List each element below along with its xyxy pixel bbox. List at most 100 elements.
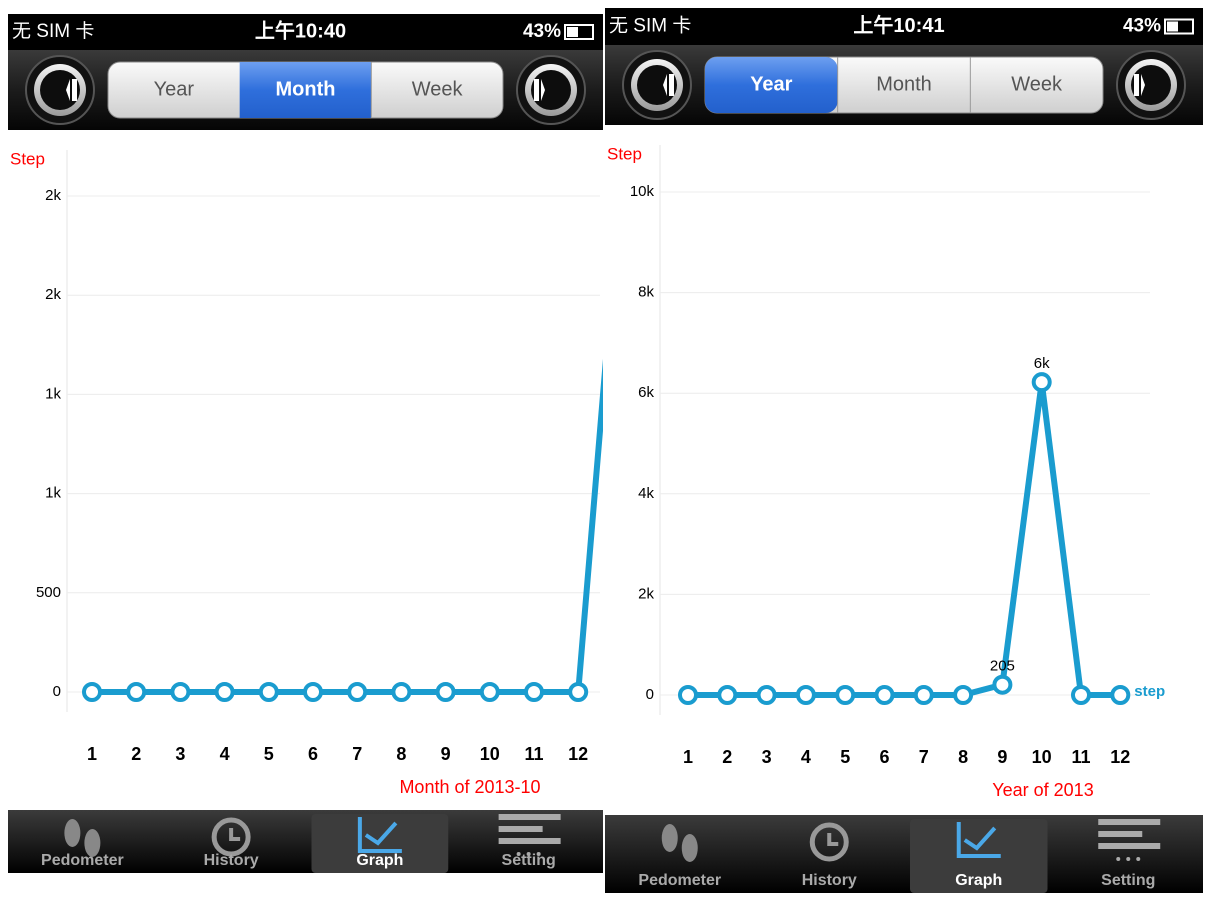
data-point <box>955 687 971 703</box>
data-label: 205 <box>990 658 1015 675</box>
x-tick-label: 10 <box>480 744 500 764</box>
tab-label: History <box>802 872 857 889</box>
x-tick-label: 7 <box>919 747 929 767</box>
carrier: 无 SIM 卡 <box>609 15 691 37</box>
y-tick-label: 2k <box>638 585 654 602</box>
x-tick-label: 8 <box>958 747 968 767</box>
x-tick-label: 2 <box>722 747 732 767</box>
button-bar <box>72 79 77 101</box>
x-tick-label: 9 <box>441 744 451 764</box>
tab-label: Setting <box>1101 872 1155 889</box>
carrier: 无 SIM 卡 <box>12 20 94 42</box>
next-button[interactable] <box>1117 51 1185 119</box>
previous-button[interactable] <box>623 51 691 119</box>
x-tick-label: 6 <box>879 747 889 767</box>
content-area <box>8 130 603 810</box>
tab-icon <box>64 819 80 847</box>
x-tick-label: 1 <box>87 744 97 764</box>
battery-percent: 43% <box>523 21 561 42</box>
tab-item[interactable]: Graph <box>910 819 1048 893</box>
segment-button[interactable]: Year <box>750 73 792 95</box>
data-point <box>877 687 893 703</box>
tab-label: Pedometer <box>638 872 721 889</box>
tab-icon <box>499 826 543 832</box>
data-point <box>916 687 932 703</box>
y-tick-label: 8k <box>638 284 654 301</box>
y-tick-label: 4k <box>638 485 654 502</box>
legend-entry: step <box>1134 683 1165 700</box>
data-point <box>172 684 188 700</box>
tab-icon <box>1126 857 1130 861</box>
x-axis-title: Year of 2013 <box>992 780 1093 800</box>
data-point <box>994 677 1010 693</box>
data-point <box>798 687 814 703</box>
segment-button[interactable]: Week <box>1011 73 1063 95</box>
x-tick-label: 9 <box>997 747 1007 767</box>
x-tick-label: 6 <box>308 744 318 764</box>
x-tick-label: 12 <box>1110 747 1130 767</box>
x-axis-title: Month of 2013-10 <box>399 777 540 797</box>
data-point <box>570 684 586 700</box>
tab-label: Graph <box>955 872 1002 889</box>
segment-button[interactable]: Week <box>412 78 464 100</box>
tab-icon <box>1098 819 1160 825</box>
button-bar <box>669 74 674 96</box>
data-point <box>719 687 735 703</box>
x-tick-label: 8 <box>396 744 406 764</box>
tab-icon <box>1116 857 1120 861</box>
content-area <box>605 125 1203 815</box>
x-tick-label: 11 <box>1071 747 1090 767</box>
data-point <box>1073 687 1089 703</box>
data-point <box>482 684 498 700</box>
data-point <box>261 684 277 700</box>
x-tick-label: 5 <box>264 744 274 764</box>
data-label: 6k <box>1034 355 1050 372</box>
x-tick-label: 7 <box>352 744 362 764</box>
tab-label: History <box>204 852 259 869</box>
x-tick-label: 1 <box>683 747 693 767</box>
y-tick-label: 2k <box>45 187 61 204</box>
clock: 上午10:40 <box>255 18 346 42</box>
segment-button[interactable]: Month <box>876 73 932 95</box>
tab-label: Pedometer <box>41 852 124 869</box>
data-point <box>680 687 696 703</box>
x-tick-label: 2 <box>131 744 141 764</box>
data-point <box>128 684 144 700</box>
data-point <box>1112 687 1128 703</box>
segment-button[interactable]: Month <box>276 78 336 100</box>
data-point <box>217 684 233 700</box>
y-tick-label: 500 <box>36 584 61 601</box>
y-tick-label: 2k <box>45 286 61 303</box>
tab-icon <box>1136 857 1140 861</box>
y-tick-label: 6k <box>638 384 654 401</box>
tab-icon <box>1098 843 1160 849</box>
data-point <box>1034 374 1050 390</box>
segment-button[interactable]: Year <box>154 78 195 100</box>
x-tick-label: 12 <box>568 744 588 764</box>
x-tick-label: 3 <box>762 747 772 767</box>
previous-button[interactable] <box>26 56 94 124</box>
tab-item[interactable]: Graph <box>312 814 449 873</box>
button-bar <box>1134 74 1139 96</box>
x-tick-label: 10 <box>1032 747 1052 767</box>
tab-icon <box>662 824 678 852</box>
battery-level <box>567 27 578 37</box>
y-tick-label: 0 <box>53 683 61 700</box>
tab-label: Graph <box>356 852 403 869</box>
battery-percent: 43% <box>1123 16 1161 37</box>
clock: 上午10:41 <box>853 13 944 37</box>
tab-icon <box>499 838 561 844</box>
y-tick-label: 1k <box>45 385 61 402</box>
x-tick-label: 4 <box>220 744 230 764</box>
y-tick-label: 10k <box>630 183 655 200</box>
data-point <box>837 687 853 703</box>
tab-label: Setting <box>502 852 556 869</box>
next-button[interactable] <box>517 56 585 124</box>
tab-icon <box>499 814 561 820</box>
data-point <box>349 684 365 700</box>
y-axis-title: Step <box>607 144 642 163</box>
x-tick-label: 3 <box>175 744 185 764</box>
battery-level <box>1167 22 1178 32</box>
